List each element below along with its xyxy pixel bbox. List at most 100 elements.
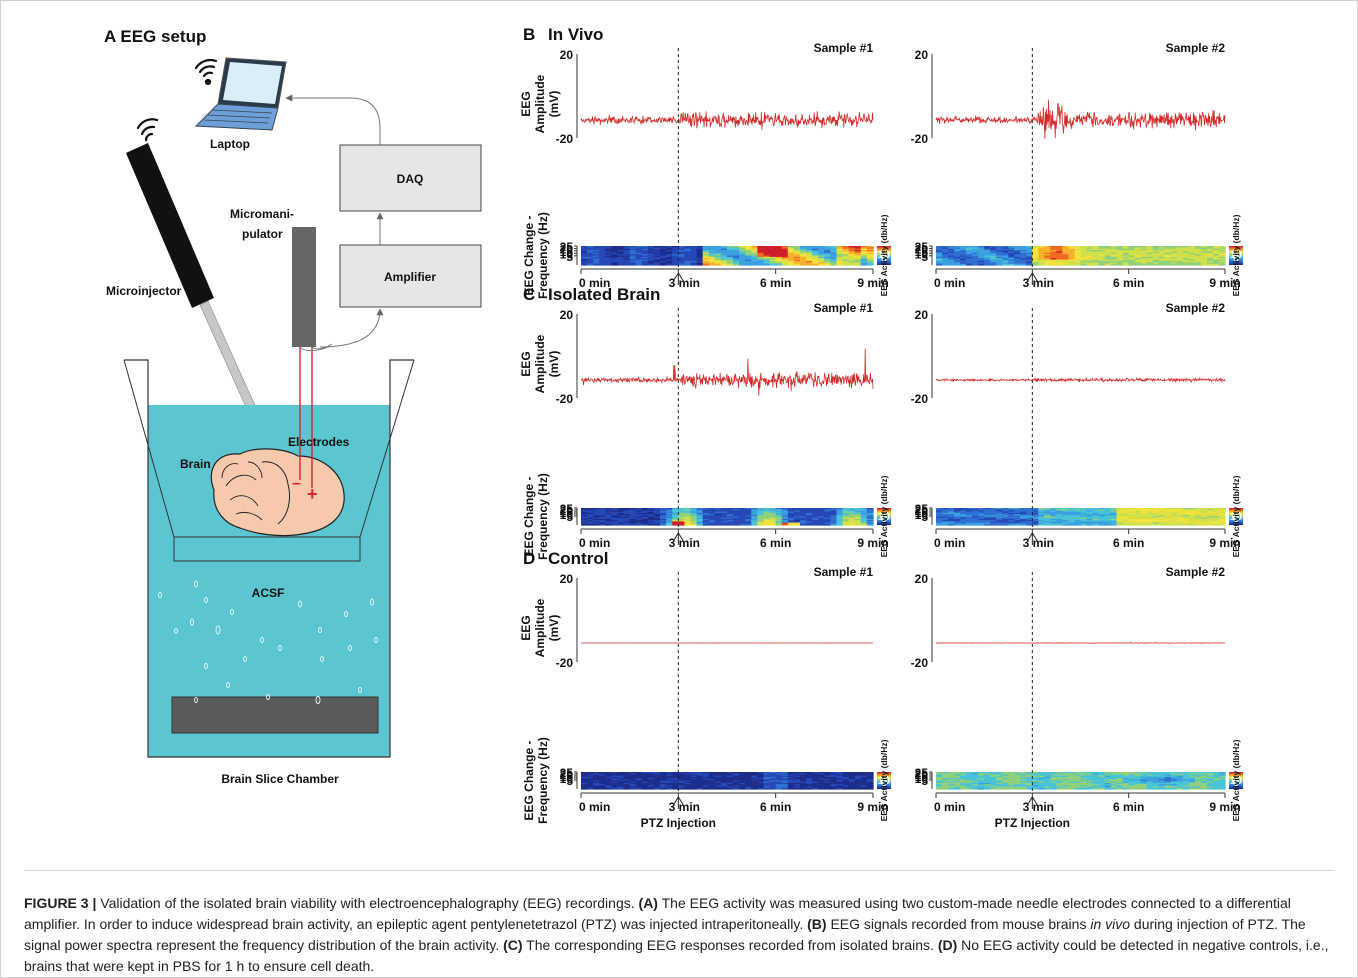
- svg-text:Amplitude: Amplitude: [533, 74, 547, 133]
- freq-tick: 25: [915, 766, 929, 780]
- svg-text:EEG Activity (db/Hz): EEG Activity (db/Hz): [1231, 214, 1241, 296]
- colorbar-label: EEG Activity (db/Hz): [879, 475, 889, 557]
- svg-text:EEG: EEG: [519, 615, 533, 640]
- svg-text:(mV): (mV): [547, 351, 561, 378]
- eeg-tick-top: 20: [915, 572, 929, 586]
- eeg-tick-bottom: -20: [556, 132, 574, 146]
- brain-label: Brain: [180, 457, 211, 471]
- injection-arrow-icon: [1026, 532, 1038, 545]
- time-tick: 3 min: [1023, 800, 1054, 814]
- injection-arrow-icon: [1026, 796, 1038, 809]
- colorbar: [1229, 772, 1243, 789]
- time-tick: 9 min: [857, 276, 888, 290]
- svg-text:EEG Change -: EEG Change -: [522, 215, 536, 295]
- eeg-tick-top: 20: [915, 308, 929, 322]
- colorbar: [877, 772, 891, 789]
- spectrogram-axis-label: EEG Change - Frequency (Hz): [522, 737, 550, 824]
- spectrogram-heatmap: [936, 508, 1226, 526]
- colorbar-tick-bottom: 0: [1233, 253, 1239, 265]
- freq-tick: 15: [915, 506, 929, 520]
- panel-a-setup: A EEG setup Laptop DAQ Amplifier: [104, 27, 482, 786]
- microinjector-body: [126, 143, 214, 308]
- eeg-tick-top: 20: [915, 48, 929, 62]
- sample-label: Sample #2: [1166, 565, 1226, 579]
- time-tick: 6 min: [760, 536, 791, 550]
- colorbar-label: EEG Activity (db/Hz): [879, 214, 889, 296]
- caption-intro: Validation of the isolated brain viabili…: [96, 895, 639, 911]
- freq-tick: 15: [560, 506, 574, 520]
- wifi-icon: [194, 58, 218, 86]
- electrode-wires: [299, 343, 333, 488]
- micromanipulator-bar: [292, 227, 316, 347]
- caption-b-text-2: during injection of PTZ. The signal powe…: [24, 916, 1306, 953]
- electrodes-to-amp-arrow: [319, 308, 384, 348]
- freq-tick: 10: [560, 247, 574, 261]
- injection-arrow-icon: [672, 272, 684, 285]
- spectrogram-heatmap: [581, 772, 874, 790]
- time-tick: 0 min: [934, 276, 965, 290]
- spectrogram-axis-label: EEG Change - Frequency (Hz): [522, 473, 550, 560]
- caption-b-italic: in vivo: [1090, 916, 1131, 932]
- laptop-label: Laptop: [210, 137, 250, 151]
- time-tick: 3 min: [669, 536, 700, 550]
- figure-3: A EEG setup Laptop DAQ Amplifier: [104, 25, 1243, 830]
- microinjector-label: Microinjector: [106, 284, 182, 298]
- panel-a-title: A EEG setup: [104, 27, 206, 46]
- eeg-amplitude-axis-label: EEG Amplitude (mV): [519, 598, 561, 657]
- daq-box: [339, 144, 482, 212]
- injection-label: PTZ Injection: [641, 816, 716, 830]
- eeg-trace: [935, 99, 1226, 140]
- svg-text:Frequency (Hz): Frequency (Hz): [536, 737, 550, 824]
- caption-a-label: (A): [638, 895, 658, 911]
- colorbar-tick-top: 10: [878, 249, 890, 261]
- freq-tick: 25: [560, 240, 574, 254]
- time-tick: 6 min: [1113, 800, 1144, 814]
- freq-tick: 5: [921, 510, 928, 524]
- caption-separator: [24, 870, 1334, 871]
- freq-tick: 20: [915, 242, 929, 256]
- colorbar-tick-bottom: 0: [1233, 777, 1239, 789]
- chamber-label: Brain Slice Chamber: [221, 772, 339, 786]
- micromanipulator-label-line2: pulator: [242, 227, 283, 241]
- panel-c-title: Isolated Brain: [548, 285, 660, 304]
- freq-tick: 5: [566, 774, 573, 788]
- electrode-plus: +: [307, 484, 318, 504]
- eeg-trace: [935, 642, 1226, 644]
- freq-tick: 25: [560, 766, 574, 780]
- colorbar-tick-top: 10: [1230, 511, 1242, 523]
- daq-to-laptop-arrow: [285, 94, 381, 145]
- svg-text:Amplitude: Amplitude: [533, 598, 547, 657]
- caption-c-label: (C): [503, 937, 523, 953]
- caption-a-text: The EEG activity was measured using two …: [24, 895, 1291, 932]
- svg-text:Amplitude: Amplitude: [533, 334, 547, 393]
- panel-d-letter: D: [523, 549, 535, 568]
- eeg-tick-bottom: -20: [556, 656, 574, 670]
- freq-tick: 15: [560, 770, 574, 784]
- brain-illustration: [210, 448, 345, 537]
- time-tick: 9 min: [857, 800, 888, 814]
- laptop-icon: [194, 57, 287, 131]
- electrode-minus: –: [292, 475, 301, 492]
- time-tick: 3 min: [669, 276, 700, 290]
- eeg-tick-top: 20: [560, 572, 574, 586]
- injection-arrow-icon: [672, 796, 684, 809]
- freq-tick: 25: [560, 502, 574, 516]
- svg-text:EEG Change -: EEG Change -: [522, 476, 536, 556]
- colorbar-tick-bottom: 0: [1233, 513, 1239, 525]
- time-tick: 0 min: [579, 800, 610, 814]
- chamber-walls: [124, 359, 414, 758]
- panel-b-title: In Vivo: [548, 25, 603, 44]
- freq-tick: 5: [566, 250, 573, 264]
- amplifier-label: Amplifier: [384, 270, 436, 284]
- eeg-trace: [580, 111, 874, 130]
- electrodes-label: Electrodes: [288, 435, 350, 449]
- time-tick: 0 min: [579, 276, 610, 290]
- eeg-tick-top: 20: [560, 48, 574, 62]
- panel-c-letter: C: [523, 285, 535, 304]
- time-tick: 6 min: [760, 276, 791, 290]
- figure-caption: FIGURE 3 | Validation of the isolated br…: [24, 893, 1336, 977]
- colorbar-tick-top: 10: [1230, 249, 1242, 261]
